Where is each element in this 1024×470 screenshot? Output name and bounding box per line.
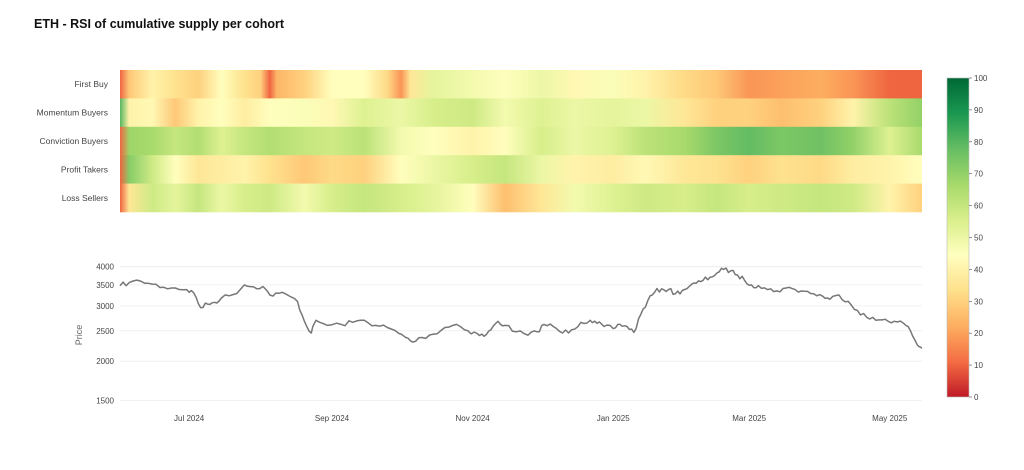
x-tick-label: Mar 2025 [732,414,766,423]
chart-title: ETH - RSI of cumulative supply per cohor… [34,17,285,31]
heatmap-row-label: Profit Takers [61,164,108,174]
heatmap-row-label: Conviction Buyers [39,136,108,146]
heatmap-row-profit-takers [120,155,922,184]
colorbar-tick-label: 70 [974,170,983,179]
x-tick-label: Jul 2024 [174,414,205,423]
heatmap-row-momentum-buyers [120,98,922,128]
heatmap-row-loss-sellers [120,183,922,213]
y-axis-label: Price [74,325,84,346]
heatmap-row-label: Loss Sellers [62,193,108,203]
colorbar [946,77,970,398]
y-tick-label: 3500 [96,281,114,290]
colorbar-tick-label: 100 [974,74,988,83]
heatmap-row-label: Momentum Buyers [37,108,108,118]
x-tick-label: May 2025 [872,414,908,423]
x-tick-label: Jan 2025 [597,414,630,423]
heatmap-row-first-buy [120,70,922,99]
y-tick-label: 1500 [96,396,114,405]
y-tick-label: 2500 [96,327,114,336]
colorbar-tick-label: 20 [974,329,983,338]
colorbar-tick-label: 10 [974,361,983,370]
colorbar-tick-label: 0 [974,393,979,402]
colorbar-tick-label: 50 [974,234,983,243]
price-series-line [119,267,923,349]
y-tick-label: 3000 [96,302,114,311]
colorbar-tick-label: 80 [974,138,983,147]
colorbar-tick-label: 90 [974,106,983,115]
y-tick-label: 4000 [96,263,114,272]
colorbar-tick-label: 30 [974,297,983,306]
heatmap-row-label: First Buy [74,79,108,89]
y-tick-label: 2000 [96,357,114,366]
x-tick-label: Sep 2024 [315,414,350,423]
colorbar-tick-label: 40 [974,265,983,274]
x-tick-label: Nov 2024 [455,414,490,423]
heatmap-row-conviction-buyers [120,126,922,156]
colorbar-tick-label: 60 [974,202,983,211]
